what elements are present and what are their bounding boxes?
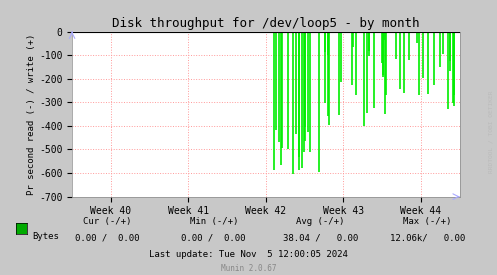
- Text: Bytes: Bytes: [32, 232, 59, 241]
- Text: 0.00 /  0.00: 0.00 / 0.00: [75, 233, 139, 242]
- Text: Cur (-/+): Cur (-/+): [83, 217, 131, 226]
- Text: 12.06k/   0.00: 12.06k/ 0.00: [390, 233, 465, 242]
- Text: Munin 2.0.67: Munin 2.0.67: [221, 264, 276, 273]
- Text: 0.00 /  0.00: 0.00 / 0.00: [181, 233, 246, 242]
- Text: 38.04 /   0.00: 38.04 / 0.00: [283, 233, 358, 242]
- Text: Min (-/+): Min (-/+): [189, 217, 238, 226]
- Text: RRDTOOL / TOBI OETIKER: RRDTOOL / TOBI OETIKER: [489, 91, 494, 173]
- Text: Avg (-/+): Avg (-/+): [296, 217, 345, 226]
- Text: Last update: Tue Nov  5 12:00:05 2024: Last update: Tue Nov 5 12:00:05 2024: [149, 250, 348, 259]
- Y-axis label: Pr second read (-) / write (+): Pr second read (-) / write (+): [27, 34, 36, 195]
- Title: Disk throughput for /dev/loop5 - by month: Disk throughput for /dev/loop5 - by mont…: [112, 17, 419, 31]
- Text: Max (-/+): Max (-/+): [403, 217, 452, 226]
